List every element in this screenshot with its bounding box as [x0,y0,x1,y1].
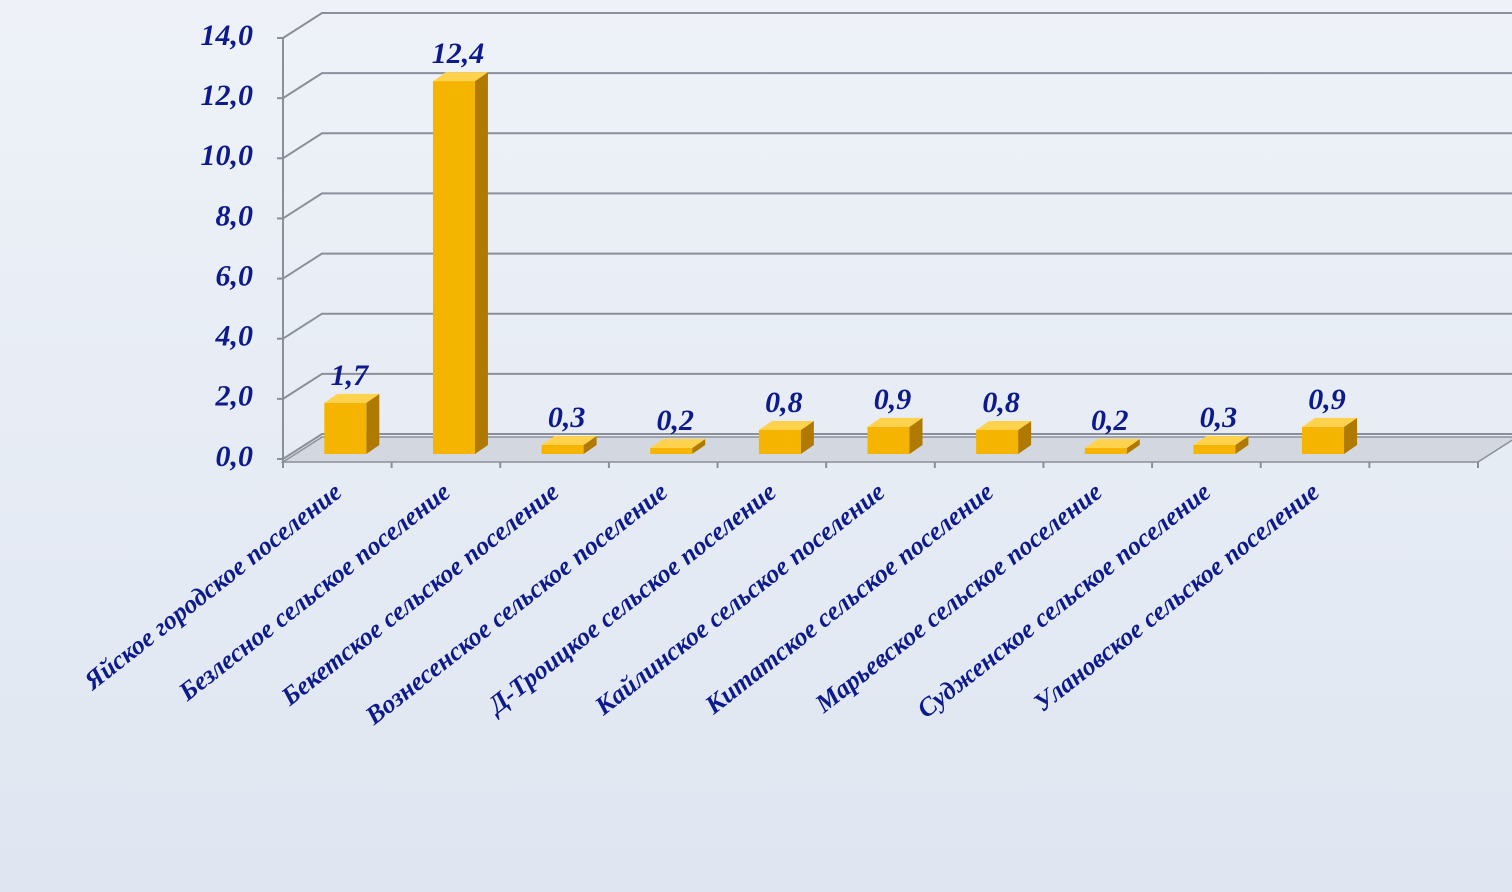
bar [1302,417,1358,454]
y-tick-label: 6,0 [216,259,254,292]
value-label: 0,8 [982,386,1020,419]
grid-line [282,312,1512,340]
bar [758,420,814,454]
bar-side [474,72,488,454]
y-tick-label: 0,0 [216,440,254,473]
bar-front [650,447,693,454]
bar [541,435,597,454]
bar-side [909,417,923,454]
bar-top [867,417,923,427]
y-tick-label: 2,0 [215,380,254,413]
bar-side [366,393,380,454]
y-tick-label: 10,0 [201,139,254,172]
bar-top [1084,438,1140,448]
y-tick-label: 14,0 [201,19,254,52]
grid-line [282,252,1512,280]
bar-top [432,72,488,82]
y-tick-label: 8,0 [216,199,254,232]
bar-front [1302,426,1345,454]
value-label: 12,4 [432,37,485,70]
bar-side [1126,438,1140,454]
bar [432,72,488,454]
bar [1193,435,1249,454]
value-label: 1,7 [331,359,370,392]
y-tick-label: 12,0 [201,79,254,112]
grid-line [282,72,1512,99]
bar-front [976,429,1019,454]
bar-front [758,429,801,454]
bar-top [1193,435,1249,445]
grid-line [282,372,1512,400]
value-label: 0,3 [1200,401,1238,434]
bar-side [692,438,706,454]
grid-line [282,433,1512,460]
bar [976,420,1032,454]
value-label: 0,9 [874,383,912,416]
value-label: 0,3 [548,401,586,434]
grid-line [282,12,1512,39]
bar [324,393,380,454]
bar-top [650,438,706,448]
bar-front [1193,444,1236,454]
value-label: 0,8 [765,386,803,419]
bar-top [541,435,597,445]
bar-top [758,420,814,430]
bar-front [324,402,367,454]
grid-line [282,192,1512,220]
value-label: 0,2 [656,404,694,437]
bar-side [1235,435,1249,454]
bar-side [1344,417,1358,454]
bar-front [867,426,910,454]
grid-line [282,132,1512,160]
bar [650,438,706,454]
bar-side [583,435,597,454]
bar [867,417,923,454]
bar-front [432,81,475,454]
bar-top [324,393,380,403]
value-label: 0,2 [1091,404,1129,437]
bar-front [541,444,584,454]
y-tick-label: 4,0 [215,320,254,353]
value-label: 0,9 [1308,383,1346,416]
bar-front [1084,447,1127,454]
bar-top [1302,417,1358,427]
bar-side [1018,420,1032,454]
bar [1084,438,1140,454]
bar-side [800,420,814,454]
bar-top [976,420,1032,430]
